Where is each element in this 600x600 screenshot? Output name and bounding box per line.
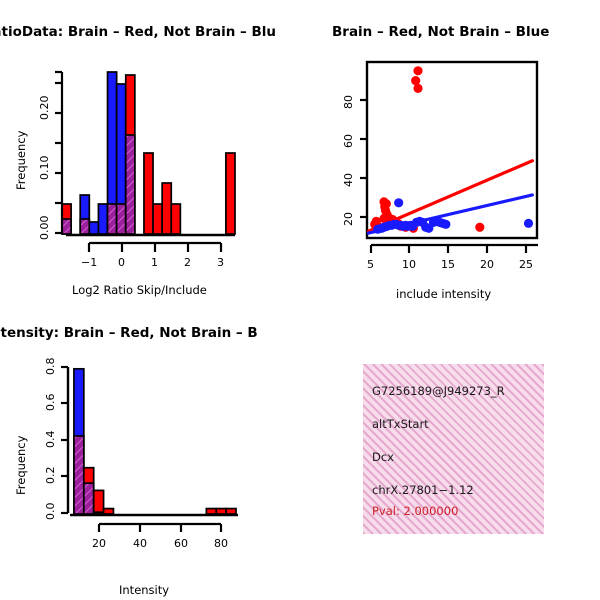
hist-intensity-canvas — [61, 365, 238, 532]
hist-ratio-ytick-1: 0.10 — [38, 155, 51, 181]
scatter-title: Brain – Red, Not Brain – Blue — [332, 24, 550, 40]
scatter-ytick-1: 40 — [342, 173, 355, 187]
hist-bar — [161, 182, 173, 235]
hist-intensity-xtick-3: 80 — [214, 537, 228, 550]
scatter-xtick-1: 10 — [402, 258, 416, 271]
hist-bar — [92, 489, 105, 515]
hist-bar — [102, 507, 115, 515]
hist-intensity-bars — [73, 367, 237, 515]
hist-bar-overlap — [79, 218, 91, 235]
hist-bar — [205, 507, 218, 515]
hist-bar-overlap — [73, 435, 85, 515]
hist-bar — [152, 203, 164, 235]
panel-scatter: Brain – Red, Not Brain – Blue skip inten… — [300, 0, 600, 301]
hist-ratio-xtick-4: 3 — [217, 256, 224, 269]
annotation-probe-id: G7256189@J949273_R — [372, 384, 505, 398]
hist-intensity-ytick-0: 0.0 — [44, 502, 57, 521]
scatter-point — [441, 219, 451, 229]
hist-bar — [88, 221, 100, 235]
hist-intensity-ylabel: Frequency — [14, 435, 28, 495]
scatter-canvas — [360, 60, 539, 253]
scatter-point — [411, 75, 421, 86]
hist-intensity-ytick-4: 0.8 — [44, 357, 57, 376]
hist-ratio-canvas — [55, 70, 236, 252]
annotation-pvalue: Pval: 2.000000 — [372, 504, 459, 518]
scatter-xtick-0: 5 — [367, 258, 374, 271]
annotation-event-type: altTxStart — [372, 417, 429, 431]
hist-ratio-title: RatioData: Brain – Red, Not Brain – Blu — [0, 24, 277, 40]
annotation-locus: chrX.27801−1.12 — [372, 483, 474, 497]
scatter-ytick-3: 80 — [342, 95, 355, 109]
hist-intensity-xtick-1: 40 — [133, 537, 147, 550]
hist-ratio-ytick-0: 0.00 — [38, 215, 51, 241]
hist-ratio-ytick-2: 0.20 — [38, 95, 51, 121]
hist-intensity-xtick-0: 20 — [92, 537, 106, 550]
hist-ratio-x-axis — [66, 233, 235, 252]
hist-bar-overlap — [115, 203, 127, 235]
scatter-plot-frame — [365, 60, 539, 240]
scatter-xtick-4: 25 — [519, 258, 533, 271]
hist-ratio-bars — [61, 71, 236, 235]
scatter-point — [523, 218, 534, 228]
scatter-points — [370, 66, 534, 234]
hist-intensity-ytick-3: 0.6 — [44, 393, 57, 412]
scatter-xlabel: include intensity — [396, 287, 492, 301]
hist-bar — [97, 203, 109, 235]
hist-ratio-xtick-2: 1 — [151, 256, 158, 269]
hist-intensity-ytick-2: 0.4 — [44, 430, 57, 449]
scatter-point — [413, 83, 423, 93]
hist-bar — [225, 507, 237, 515]
scatter-y-axis — [360, 98, 367, 219]
hist-bar — [143, 152, 154, 235]
hist-bar-overlap — [106, 203, 118, 235]
scatter-ytick-0: 20 — [342, 212, 355, 226]
scatter-xtick-3: 20 — [480, 258, 494, 271]
hist-ratio-xlabel: Log2 Ratio Skip/Include — [72, 283, 207, 297]
annotation-box: G7256189@J949273_R altTxStart Dcx chrX.2… — [363, 364, 544, 534]
hist-intensity-xtick-2: 60 — [174, 537, 188, 550]
annotation-gene-symbol: Dcx — [372, 450, 394, 464]
hist-bar — [170, 203, 182, 235]
hist-ratio-xtick-0: −1 — [81, 256, 98, 269]
scatter-x-axis — [369, 243, 538, 253]
hist-bar-overlap — [124, 134, 136, 235]
scatter-point — [413, 66, 423, 76]
panel-histogram-intensity: ne Itensity: Brain – Red, Not Brain – B … — [0, 300, 300, 600]
scatter-point — [394, 198, 404, 208]
scatter-point — [475, 222, 485, 232]
hist-intensity-y-axis — [61, 365, 70, 515]
hist-ratio-y-axis — [55, 70, 64, 235]
scatter-xtick-2: 15 — [441, 258, 455, 271]
hist-intensity-x-axis — [70, 513, 238, 532]
hist-ratio-xtick-1: 0 — [118, 256, 125, 269]
hist-intensity-ytick-1: 0.2 — [44, 466, 57, 485]
hist-ratio-xtick-3: 2 — [184, 256, 191, 269]
hist-intensity-xlabel: Intensity — [119, 583, 170, 597]
panel-histogram-ratio: RatioData: Brain – Red, Not Brain – Blu … — [0, 0, 300, 300]
hist-bar-overlap — [61, 218, 72, 235]
hist-bar — [215, 507, 227, 515]
hist-bar-overlap — [82, 482, 95, 515]
scatter-point — [379, 213, 389, 224]
hist-bar — [225, 152, 236, 235]
panel-annotation: G7256189@J949273_R altTxStart Dcx chrX.2… — [300, 300, 600, 600]
scatter-ytick-2: 60 — [342, 134, 355, 148]
hist-intensity-title: ne Itensity: Brain – Red, Not Brain – B — [0, 325, 258, 341]
hist-ratio-ylabel: Frequency — [14, 130, 28, 190]
